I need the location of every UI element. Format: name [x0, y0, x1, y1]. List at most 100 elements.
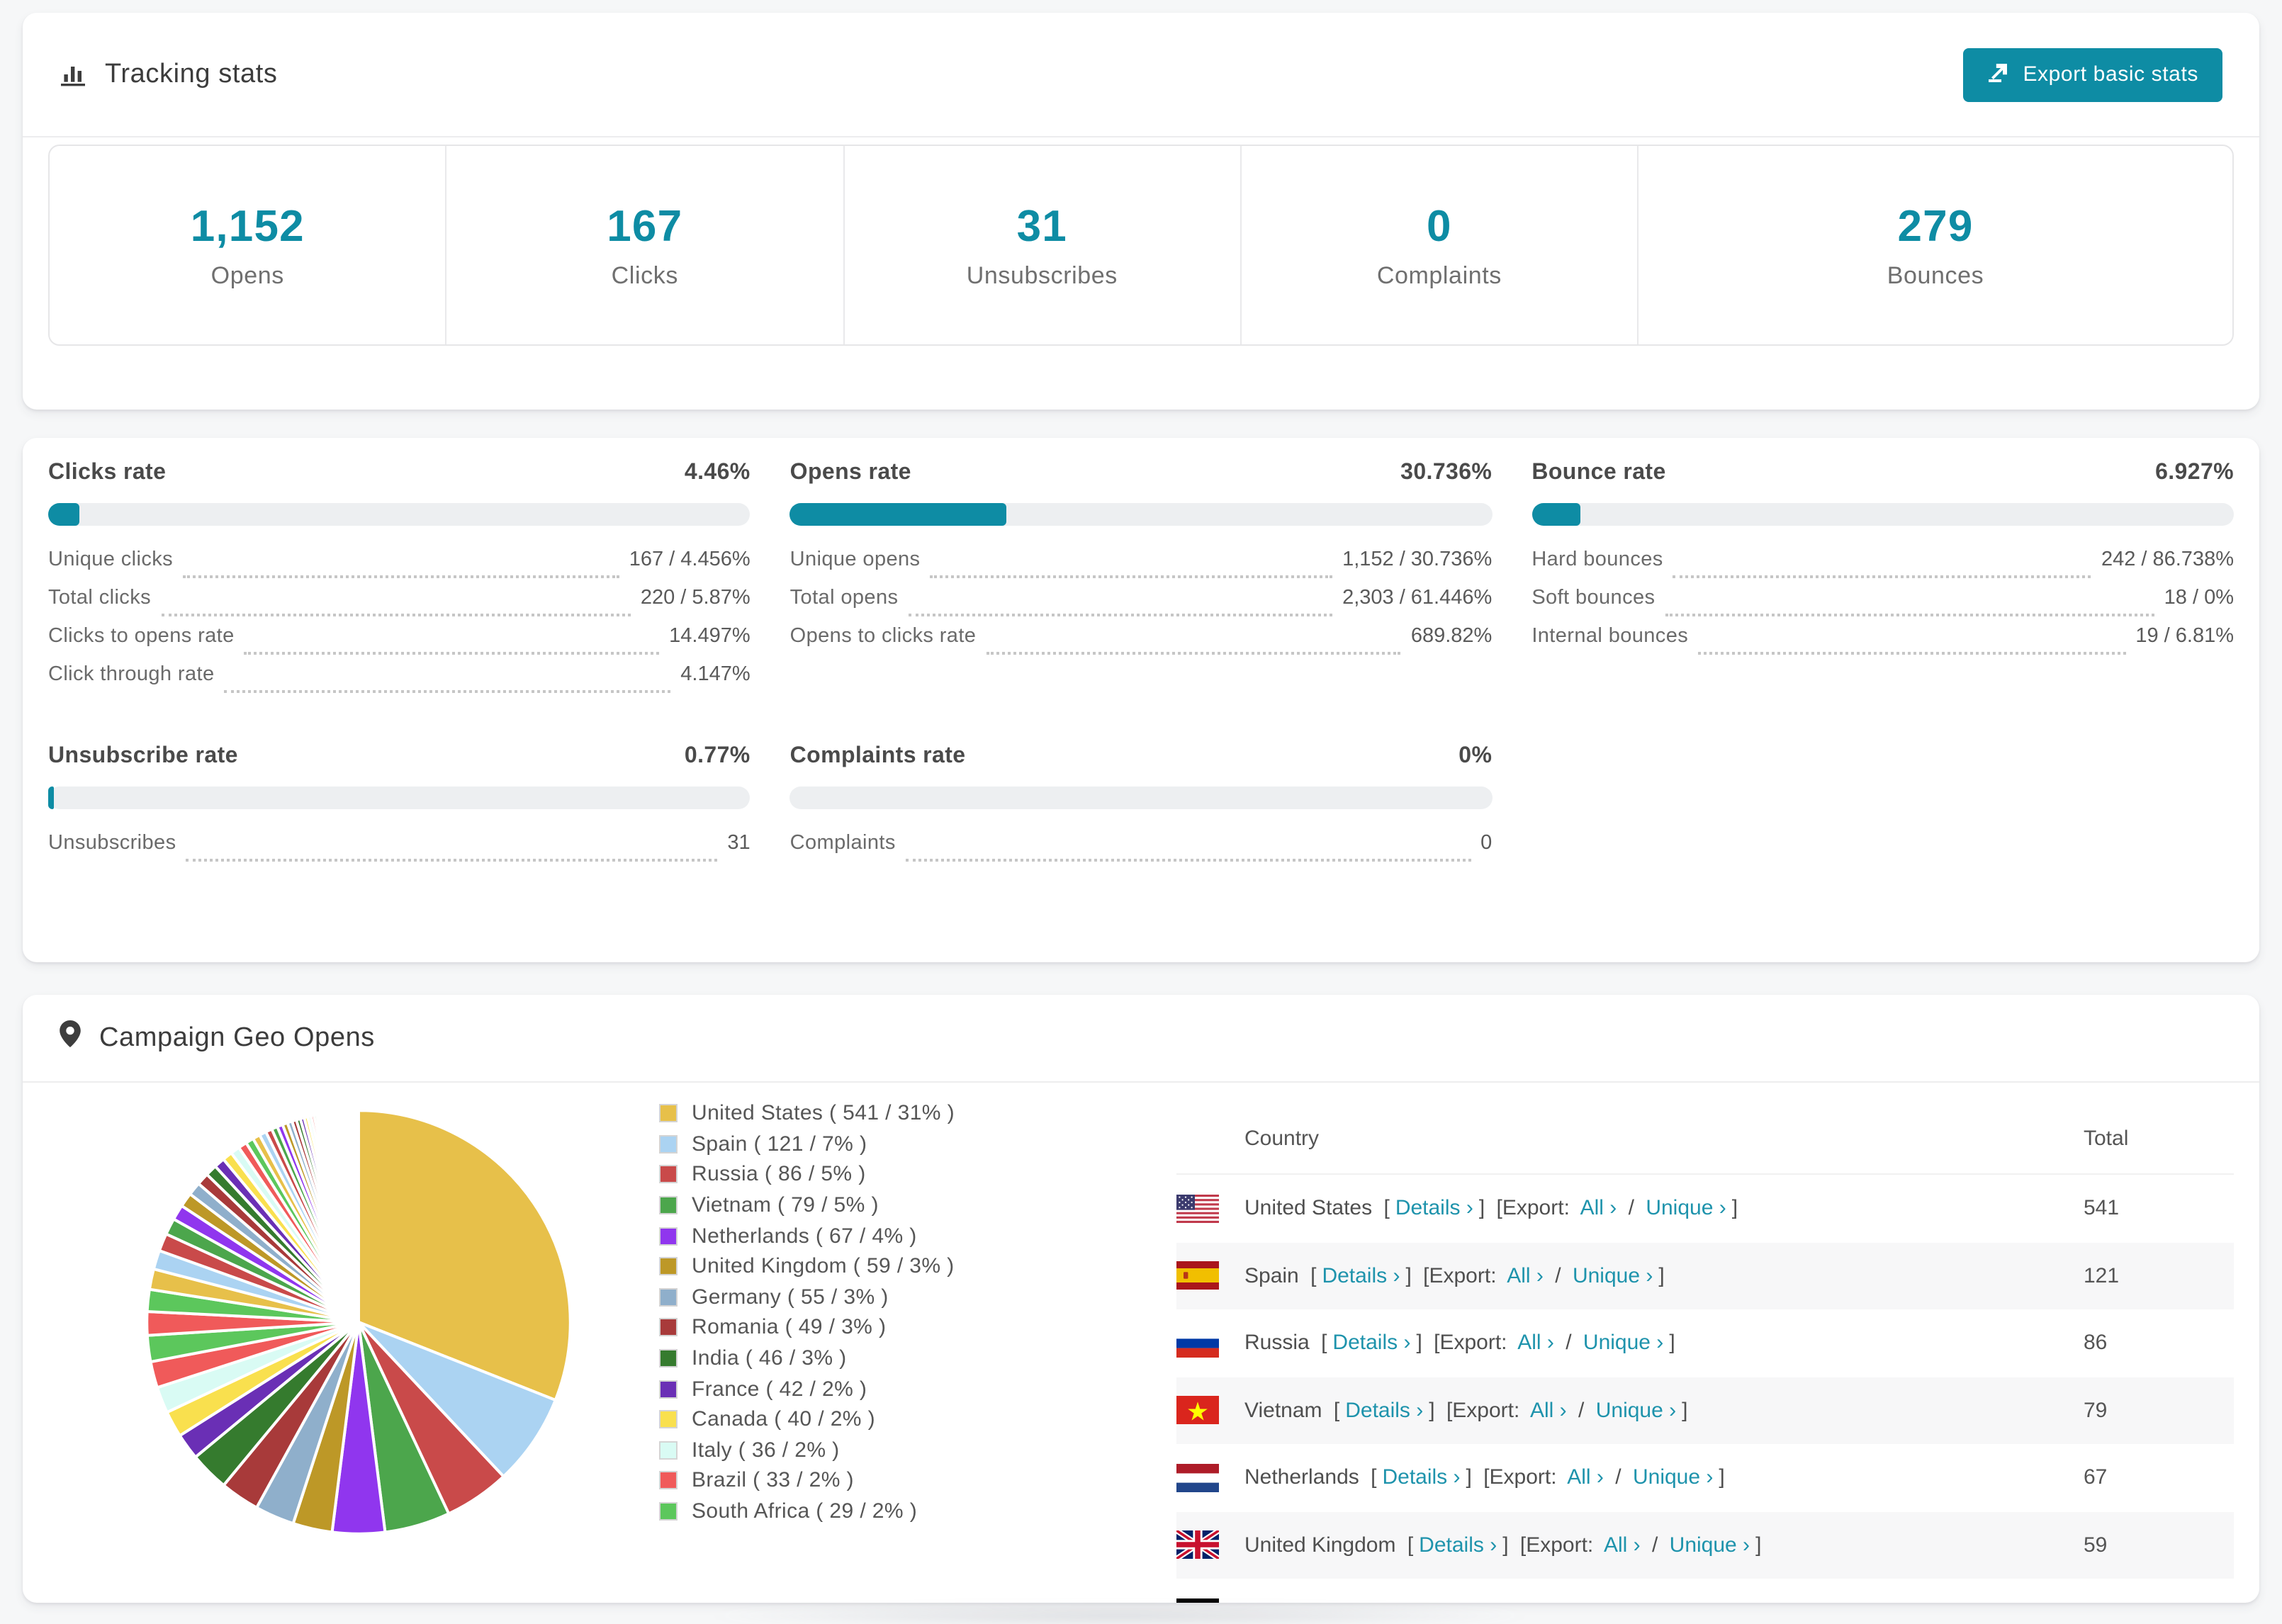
export-unique-link[interactable]: Unique ›	[1572, 1263, 1653, 1288]
dotted-leader	[224, 690, 671, 693]
dotted-leader	[1673, 575, 2091, 578]
legend-swatch	[659, 1410, 678, 1429]
rate-block: Complaints rate 0% Complaints 0	[789, 744, 1493, 870]
legend-item: Netherlands ( 67 / 4% )	[659, 1221, 955, 1251]
legend-swatch	[659, 1196, 678, 1215]
export-basic-stats-button[interactable]: Export basic stats	[1963, 47, 2222, 101]
legend-label: India ( 46 / 3% )	[692, 1346, 847, 1371]
detail-value: 14.497%	[669, 625, 751, 648]
rate-value: 0%	[1458, 744, 1493, 768]
legend-label: United Kingdom ( 59 / 3% )	[692, 1254, 955, 1279]
dotted-leader	[186, 859, 718, 862]
details-link[interactable]: Details ›	[1382, 1465, 1461, 1490]
detail-row: Clicks to opens rate 14.497%	[48, 625, 751, 663]
legend-label: Spain ( 121 / 7% )	[692, 1132, 867, 1156]
details-link[interactable]: Details ›	[1395, 1196, 1473, 1221]
rate-title: Unsubscribe rate	[48, 744, 238, 768]
legend-label: Romania ( 49 / 3% )	[692, 1315, 887, 1340]
country-flag-icon	[1176, 1598, 1219, 1603]
bar-chart-icon	[60, 61, 86, 88]
progress-bar-fill	[1531, 503, 1580, 526]
pie-slice	[356, 1109, 572, 1402]
pie-slice	[356, 1320, 557, 1478]
legend-item: Brazil ( 33 / 2% )	[659, 1465, 955, 1496]
legend-item: Vietnam ( 79 / 5% )	[659, 1190, 955, 1221]
stat-label: Complaints	[1376, 261, 1502, 288]
details-link[interactable]: Details ›	[1419, 1533, 1497, 1557]
country-name: Spain	[1244, 1263, 1299, 1288]
export-all-link[interactable]: All ›	[1567, 1465, 1604, 1490]
country-cell: United Kingdom [Details ›] [Export: All …	[1244, 1533, 1762, 1557]
country-name: Vietnam	[1244, 1398, 1322, 1423]
export-unique-link[interactable]: Unique ›	[1583, 1331, 1664, 1355]
dotted-leader	[1665, 614, 2154, 616]
country-flag-icon	[1176, 1396, 1219, 1425]
tracking-stats-header: Tracking stats Export basic stats	[23, 13, 2259, 137]
table-row: Russia [Details ›] [Export: All › / Uniq…	[1176, 1309, 2234, 1377]
legend-item: Spain ( 121 / 7% )	[659, 1129, 955, 1159]
page-bottom-shadow	[709, 1604, 1531, 1624]
legend-swatch	[659, 1502, 678, 1521]
dotted-leader	[1698, 652, 2126, 655]
export-unique-link[interactable]: Unique ›	[1632, 1465, 1714, 1490]
legend-swatch	[659, 1349, 678, 1368]
rate-detail-rows: Unsubscribes 31	[48, 832, 751, 870]
detail-row: Hard bounces 242 / 86.738%	[1531, 548, 2234, 587]
details-link[interactable]: Details ›	[1322, 1263, 1400, 1288]
country-cell: United States [Details ›] [Export: All ›…	[1244, 1196, 1738, 1221]
dotted-leader	[905, 859, 1471, 862]
legend-swatch	[659, 1440, 678, 1460]
export-all-link[interactable]: All ›	[1603, 1533, 1641, 1557]
detail-label: Clicks to opens rate	[48, 625, 235, 648]
progress-bar-fill	[789, 503, 1006, 526]
legend-label: Russia ( 86 / 5% )	[692, 1162, 866, 1187]
export-unique-link[interactable]: Unique ›	[1646, 1196, 1726, 1221]
detail-row: Complaints 0	[790, 832, 1492, 870]
stat-label: Clicks	[611, 261, 678, 288]
detail-value: 220 / 5.87%	[640, 587, 751, 609]
rate-header: Complaints rate 0%	[790, 744, 1493, 769]
dotted-leader	[244, 652, 660, 655]
table-row: United States [Details ›] [Export: All ›…	[1176, 1175, 2234, 1242]
stat-cell: 31 Unsubscribes	[843, 146, 1240, 344]
stat-cell: 279 Bounces	[1637, 146, 2232, 344]
dotted-leader	[161, 614, 631, 616]
campaign-geo-opens-card: Campaign Geo Opens United States ( 541 /…	[23, 995, 2259, 1603]
detail-row: Total clicks 220 / 5.87%	[48, 587, 751, 625]
detail-row: Total opens 2,303 / 61.446%	[790, 587, 1492, 625]
stat-cell: 1,152 Opens	[50, 146, 446, 344]
details-link[interactable]: Details ›	[1345, 1398, 1424, 1423]
dotted-leader	[930, 575, 1333, 578]
stat-value: 279	[1897, 201, 1974, 250]
rate-value: 4.46%	[684, 461, 751, 485]
pie-legend: United States ( 541 / 31% ) Spain ( 121 …	[659, 1098, 955, 1527]
rate-block: Opens rate 30.736% Unique opens 1,152 / …	[789, 461, 1493, 701]
rate-value: 0.77%	[684, 744, 751, 768]
stat-value: 0	[1427, 201, 1452, 250]
export-unique-link[interactable]: Unique ›	[1669, 1533, 1750, 1557]
detail-row: Soft bounces 18 / 0%	[1531, 587, 2234, 625]
rates-grid: Clicks rate 4.46% Unique clicks 167 / 4.…	[48, 461, 2234, 870]
page-title: Tracking stats	[105, 59, 278, 89]
legend-swatch	[659, 1134, 678, 1154]
details-link[interactable]: Details ›	[1332, 1331, 1411, 1355]
legend-swatch	[659, 1380, 678, 1399]
detail-value: 31	[727, 832, 751, 855]
legend-label: Vietnam ( 79 / 5% )	[692, 1193, 879, 1218]
export-all-link[interactable]: All ›	[1517, 1331, 1554, 1355]
rate-title: Complaints rate	[789, 744, 966, 768]
rate-detail-rows: Unique opens 1,152 / 30.736% Total opens…	[790, 548, 1492, 663]
geo-opens-header: Campaign Geo Opens	[23, 995, 2259, 1083]
export-all-link[interactable]: All ›	[1507, 1263, 1544, 1288]
stat-label: Unsubscribes	[966, 261, 1118, 288]
progress-bar-track	[789, 786, 1493, 809]
stat-cell: 167 Clicks	[445, 146, 843, 344]
table-row: Germany [Details ›] [Export: All › / Uni…	[1176, 1579, 2234, 1603]
legend-item: Canada ( 40 / 2% )	[659, 1404, 955, 1435]
export-unique-link[interactable]: Unique ›	[1595, 1398, 1677, 1423]
stat-label: Bounces	[1887, 261, 1984, 288]
export-all-link[interactable]: All ›	[1580, 1196, 1617, 1221]
export-all-link[interactable]: All ›	[1530, 1398, 1567, 1423]
table-header-row: Country Total	[1176, 1104, 2234, 1175]
